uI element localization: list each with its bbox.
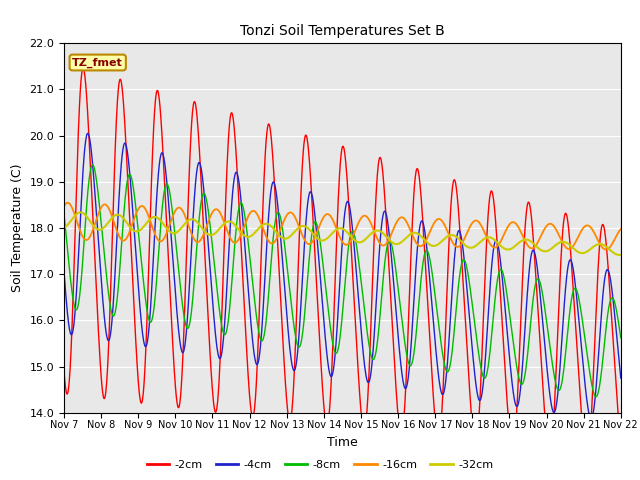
-32cm bbox=[246, 233, 254, 239]
-4cm bbox=[184, 303, 192, 309]
-32cm bbox=[616, 252, 623, 258]
-32cm bbox=[502, 246, 509, 252]
-2cm bbox=[429, 391, 437, 396]
Line: -2cm: -2cm bbox=[64, 68, 621, 457]
Y-axis label: Soil Temperature (C): Soil Temperature (C) bbox=[11, 164, 24, 292]
-32cm bbox=[77, 209, 84, 215]
-2cm bbox=[502, 380, 509, 386]
-8cm bbox=[502, 285, 509, 290]
-8cm bbox=[551, 377, 559, 383]
-16cm bbox=[502, 228, 509, 233]
-2cm bbox=[79, 65, 87, 71]
-4cm bbox=[551, 408, 559, 414]
Title: Tonzi Soil Temperatures Set B: Tonzi Soil Temperatures Set B bbox=[240, 24, 445, 38]
-4cm bbox=[171, 281, 179, 287]
-2cm bbox=[246, 403, 254, 408]
-32cm bbox=[617, 252, 625, 258]
Text: TZ_fmet: TZ_fmet bbox=[72, 58, 123, 68]
-2cm bbox=[171, 373, 179, 379]
-16cm bbox=[602, 247, 610, 252]
Line: -8cm: -8cm bbox=[64, 165, 621, 397]
-2cm bbox=[583, 455, 591, 460]
X-axis label: Time: Time bbox=[327, 436, 358, 449]
-32cm bbox=[60, 225, 68, 230]
-32cm bbox=[171, 230, 179, 236]
-16cm bbox=[551, 225, 559, 231]
-8cm bbox=[617, 335, 625, 341]
-16cm bbox=[184, 222, 192, 228]
-8cm bbox=[171, 229, 179, 235]
-2cm bbox=[551, 392, 559, 397]
-8cm bbox=[184, 325, 192, 331]
-16cm bbox=[63, 200, 71, 205]
-2cm bbox=[60, 368, 68, 374]
-2cm bbox=[617, 443, 625, 449]
-32cm bbox=[551, 243, 559, 249]
-4cm bbox=[502, 314, 509, 320]
-16cm bbox=[246, 210, 254, 216]
Line: -4cm: -4cm bbox=[64, 133, 621, 419]
-16cm bbox=[60, 203, 68, 209]
-4cm bbox=[246, 315, 254, 321]
-4cm bbox=[587, 416, 595, 421]
-4cm bbox=[84, 131, 92, 136]
-8cm bbox=[246, 261, 254, 266]
Line: -16cm: -16cm bbox=[64, 203, 621, 250]
-16cm bbox=[171, 209, 179, 215]
Legend: -2cm, -4cm, -8cm, -16cm, -32cm: -2cm, -4cm, -8cm, -16cm, -32cm bbox=[142, 456, 498, 474]
-32cm bbox=[429, 243, 437, 249]
-16cm bbox=[429, 222, 437, 228]
-2cm bbox=[184, 199, 192, 204]
-8cm bbox=[592, 394, 600, 400]
Line: -32cm: -32cm bbox=[64, 212, 621, 255]
-4cm bbox=[429, 316, 437, 322]
-8cm bbox=[89, 162, 97, 168]
-8cm bbox=[60, 211, 68, 217]
-32cm bbox=[184, 217, 192, 223]
-4cm bbox=[60, 269, 68, 275]
-4cm bbox=[617, 375, 625, 381]
-8cm bbox=[429, 277, 437, 283]
-16cm bbox=[617, 226, 625, 232]
